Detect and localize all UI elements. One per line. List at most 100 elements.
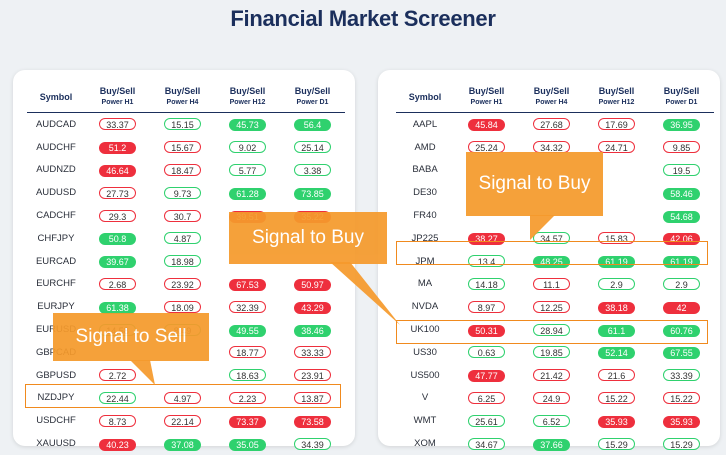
power-cell: 13.87: [280, 387, 345, 410]
header-sub: Power H1: [101, 99, 134, 106]
power-value-badge: 45.84: [468, 119, 505, 132]
symbol-cell: AUDCAD: [35, 118, 77, 130]
power-cell: 2.72: [85, 364, 150, 387]
power-cell: 58.46: [649, 181, 714, 204]
symbol-cell: BABA: [412, 164, 438, 176]
power-value-badge: 73.58: [294, 415, 331, 428]
power-cell: 27.73: [85, 181, 150, 204]
symbol-cell: WMT: [413, 415, 437, 427]
power-cell: 18.98: [150, 250, 215, 273]
power-cell: 38.18: [584, 295, 649, 318]
power-cell: 52.14: [584, 341, 649, 364]
symbol-cell: JP225: [411, 232, 439, 244]
symbol-cell: EURCAD: [35, 255, 77, 267]
power-cell: 33.39: [649, 364, 714, 387]
power-value-badge: 15.22: [598, 391, 635, 404]
page-title: Financial Market Screener: [230, 6, 496, 31]
power-value-badge: 4.87: [164, 232, 201, 245]
table-row: GBPUSD 2.72 18.63 23.91: [27, 364, 345, 387]
power-cell: 3.38: [280, 159, 345, 182]
table-row: JPM 13.4 48.25 61.19 61.19: [396, 250, 714, 273]
power-cell: 18.63: [215, 364, 280, 387]
symbol-cell: XOM: [414, 438, 436, 450]
symbol-header: Symbol: [396, 82, 454, 113]
power-value-badge: 61.19: [663, 256, 700, 269]
power-cell: 12.25: [519, 295, 584, 318]
power-cell: 61.1: [584, 318, 649, 341]
power-value-badge: 22.14: [164, 414, 201, 427]
power-value-badge: 2.68: [99, 277, 136, 290]
header-title: Buy/Sell: [164, 86, 201, 96]
power-cell: 2.23: [215, 387, 280, 410]
power-value-badge: 58.46: [663, 187, 700, 200]
table-row: DE30 58.46: [396, 181, 714, 204]
symbol-cell: EURJPY: [37, 301, 75, 313]
power-cell: 8.73: [85, 409, 150, 432]
symbol-cell: MA: [417, 278, 433, 290]
power-value-badge: 27.73: [99, 186, 136, 199]
power-value-badge: 15.29: [598, 437, 635, 450]
power-cell: 43.29: [280, 295, 345, 318]
power-cell: 73.85: [280, 181, 345, 204]
power-cell: 6.52: [519, 409, 584, 432]
power-cell: 35.93: [584, 409, 649, 432]
power-cell: 38.46: [280, 318, 345, 341]
power-cell: 24.71: [584, 136, 649, 159]
power-value-badge: 18.77: [229, 346, 266, 359]
table-row: CHFJPY 50.8 4.87: [27, 227, 345, 250]
power-value-badge: 18.09: [164, 300, 201, 313]
power-value-badge: 52.14: [598, 347, 635, 360]
power-value-badge: 61.28: [229, 187, 266, 200]
symbol-cell: CADCHF: [36, 210, 76, 222]
power-cell: 29.3: [85, 204, 150, 227]
power-value-badge: 2.9: [598, 277, 635, 290]
power-value-badge: 48.25: [533, 256, 570, 269]
table-row: EURCAD 39.67 18.98: [27, 250, 345, 273]
power-cell: 61.38: [85, 295, 150, 318]
power-value-badge: 67.55: [663, 347, 700, 360]
power-cell: 39.67: [85, 250, 150, 273]
power-cell: 61.28: [215, 181, 280, 204]
d1-header: Buy/Sell Power D1: [649, 82, 714, 113]
power-value-badge: 24.9: [533, 391, 570, 404]
power-value-badge: 18.98: [164, 255, 201, 268]
power-cell: 8.97: [454, 295, 519, 318]
power-cell: 2.68: [85, 273, 150, 296]
signal-to-buy-callout-center: Signal to Buy: [229, 212, 387, 264]
power-value-badge: 32.39: [229, 300, 266, 313]
table-row: XAUUSD 40.23 37.08 35.05 34.39: [27, 432, 345, 455]
symbol-cell: AMD: [414, 141, 436, 153]
power-cell: 32.39: [215, 295, 280, 318]
power-cell: 45.84: [454, 113, 519, 136]
power-value-badge: 3.38: [294, 163, 331, 176]
us30-highlight: [396, 320, 708, 344]
power-value-badge: 54.68: [663, 210, 700, 223]
header-title: Buy/Sell: [533, 86, 570, 96]
stocks-screener-table: Symbol Buy/Sell Power H1 Buy/Sell Power H4…: [396, 82, 714, 455]
power-value-badge: 11.1: [533, 277, 570, 290]
symbol-cell: EURCHF: [36, 278, 76, 290]
power-value-badge: 15.22: [663, 391, 700, 404]
power-cell: 35.93: [649, 409, 714, 432]
symbol-header: Symbol: [27, 82, 85, 113]
symbol-cell: AAPL: [412, 118, 438, 130]
table-row: AMD 25.24 34.32 24.71 9.85: [396, 136, 714, 159]
power-cell: 19.85: [519, 341, 584, 364]
power-value-badge: 12.25: [533, 300, 570, 313]
power-value-badge: 6.25: [468, 391, 505, 404]
symbol-cell: CHFJPY: [37, 232, 75, 244]
h4-header: Buy/Sell Power H4: [150, 82, 215, 113]
power-value-badge: 29.3: [99, 209, 136, 222]
power-cell: 23.92: [150, 273, 215, 296]
power-value-badge: 28.94: [533, 323, 570, 336]
symbol-cell: NVDA: [411, 301, 439, 313]
power-value-badge: 45.73: [229, 119, 266, 132]
power-cell: 34.39: [280, 432, 345, 455]
symbol-cell: USDCHF: [36, 415, 76, 427]
power-value-badge: 50.97: [294, 278, 331, 291]
power-cell: 49.55: [215, 318, 280, 341]
header-sub: Power H1: [470, 99, 503, 106]
power-value-badge: 21.42: [533, 369, 570, 382]
power-cell: 2.9: [649, 273, 714, 296]
power-cell: 5.77: [215, 159, 280, 182]
